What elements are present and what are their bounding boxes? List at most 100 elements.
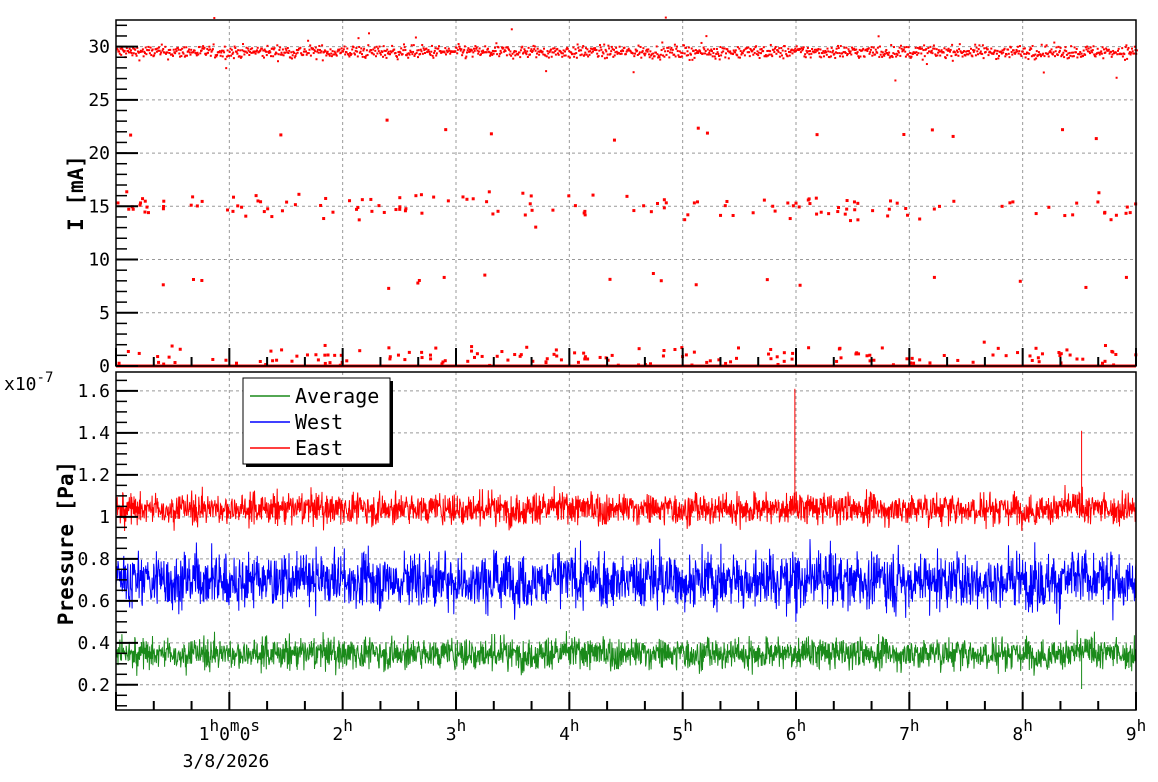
current-point <box>641 50 644 53</box>
current-point <box>353 52 356 55</box>
current-point <box>1082 54 1084 57</box>
current-point <box>664 16 667 19</box>
current-point <box>382 45 385 48</box>
current-point <box>857 352 861 356</box>
current-point <box>918 46 921 49</box>
current-point <box>680 346 684 350</box>
current-point <box>272 48 275 51</box>
current-point <box>307 52 310 55</box>
current-point <box>226 49 229 52</box>
current-point <box>637 44 640 47</box>
current-point <box>300 52 303 55</box>
current-point <box>677 54 680 57</box>
current-point <box>850 53 853 56</box>
current-point <box>400 47 403 50</box>
current-point <box>396 353 400 357</box>
current-point <box>1091 51 1094 54</box>
current-point <box>845 46 848 49</box>
current-point <box>266 207 270 211</box>
current-point <box>612 55 615 58</box>
current-point <box>782 359 786 363</box>
current-point <box>869 51 872 54</box>
current-point <box>750 49 753 52</box>
current-point <box>1012 49 1015 52</box>
current-point <box>179 55 181 58</box>
current-point <box>669 48 672 51</box>
current-point <box>497 46 500 49</box>
current-point <box>475 352 479 356</box>
current-point <box>1007 48 1010 51</box>
current-point <box>722 50 725 53</box>
current-point <box>475 47 478 50</box>
current-point <box>505 54 508 57</box>
current-point <box>519 56 522 59</box>
current-point <box>668 56 671 59</box>
current-point <box>233 45 236 48</box>
current-point <box>285 49 288 52</box>
current-point <box>375 45 378 48</box>
current-point <box>879 53 882 56</box>
current-point <box>366 53 369 56</box>
current-point <box>936 54 939 57</box>
current-point <box>297 192 301 196</box>
current-point <box>928 50 931 53</box>
current-point <box>291 57 293 60</box>
current-point <box>388 357 392 361</box>
current-point <box>951 59 954 62</box>
current-point <box>529 49 532 52</box>
current-point <box>513 50 516 53</box>
current-point <box>1010 51 1013 54</box>
current-point <box>655 45 658 48</box>
current-point <box>775 355 779 359</box>
y-tick-label: 0 <box>99 356 110 377</box>
current-point <box>963 50 965 53</box>
current-point <box>909 361 913 365</box>
current-point <box>1085 48 1088 51</box>
current-point <box>620 52 623 55</box>
current-point <box>1128 52 1131 55</box>
current-point <box>494 50 497 53</box>
current-point <box>394 208 398 212</box>
current-point <box>356 50 359 53</box>
current-point <box>352 46 355 49</box>
current-point <box>776 49 779 52</box>
current-point <box>653 55 656 58</box>
current-point <box>664 50 667 53</box>
current-point <box>965 53 968 56</box>
current-point <box>457 43 460 46</box>
current-point <box>270 215 274 219</box>
current-point <box>427 49 430 52</box>
current-point <box>466 51 468 54</box>
current-point <box>445 53 447 56</box>
current-point <box>935 54 937 57</box>
current-point <box>277 60 279 63</box>
current-point <box>643 54 646 57</box>
current-point <box>377 204 381 208</box>
current-point <box>1053 41 1056 44</box>
current-point <box>412 44 415 47</box>
current-point <box>1027 58 1030 61</box>
current-point <box>246 47 249 50</box>
current-point <box>323 361 327 365</box>
current-point <box>202 45 205 48</box>
current-point <box>378 45 381 48</box>
current-point <box>878 55 881 58</box>
current-point <box>791 351 795 355</box>
current-point <box>328 54 331 57</box>
current-point <box>818 52 821 55</box>
current-point <box>767 54 769 57</box>
current-point <box>583 53 586 56</box>
current-point <box>577 46 580 49</box>
current-point <box>526 55 529 58</box>
current-point <box>358 349 362 353</box>
current-point <box>193 49 196 52</box>
current-point <box>729 360 733 364</box>
current-point <box>487 190 491 194</box>
current-point <box>751 211 755 215</box>
current-point <box>608 47 611 50</box>
current-point <box>905 46 908 49</box>
current-point <box>399 51 402 54</box>
current-point <box>771 204 775 208</box>
current-point <box>658 56 661 59</box>
current-point <box>813 51 816 54</box>
